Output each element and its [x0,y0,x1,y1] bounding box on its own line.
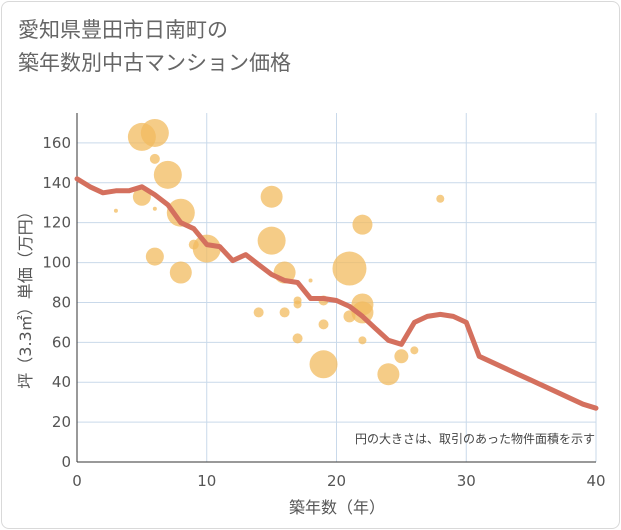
bubble-point [410,346,419,355]
bubble-point [292,333,303,344]
bubble-point [192,234,221,263]
y-tick-label: 160 [42,134,71,152]
y-tick-label: 80 [52,293,71,311]
bubble-point [394,349,409,364]
bubble-point [377,363,400,386]
bubble-point [309,350,338,379]
bubble-point [279,307,290,318]
y-tick-label: 60 [52,333,71,351]
bubble-point [351,301,374,324]
size-note: 円の大きさは、取引のあった物件面積を示す [355,431,595,446]
average-price-line [74,176,599,411]
y-tick-label: 20 [52,413,71,431]
bubble-point [293,300,302,309]
bubble-point [358,336,367,345]
bubble-point [149,153,160,164]
bubble-point [113,208,118,213]
bubble-point [253,307,264,318]
y-tick-label: 0 [61,453,71,471]
x-tick-label: 20 [327,472,346,490]
bubble-point [260,185,283,208]
bubble-point [152,206,157,211]
grid-lines [77,113,597,462]
x-axis-label: 築年数（年） [289,498,385,517]
axes [76,113,596,463]
bubble-point [166,198,195,227]
bubble-point [436,194,445,203]
bubble-point [332,251,367,286]
trend-line-layer [74,176,599,411]
y-tick-label: 100 [42,254,71,272]
y-tick-label: 40 [52,373,71,391]
bubble-point [169,261,192,284]
chart-title: 愛知県豊田市日南町の 築年数別中古マンション価格 [18,18,291,75]
x-tick-label: 10 [197,472,216,490]
bubble-point [318,319,329,330]
bubble-point [352,214,373,235]
y-axis-label: 坪（3.3㎡）単価（万円） [16,203,35,388]
x-tick-label: 30 [457,472,476,490]
bubble-layer [113,118,445,386]
x-tick-label: 0 [72,472,82,490]
bubble-point [308,278,313,283]
bubble-point [145,247,164,266]
y-tick-label: 140 [42,174,71,192]
tick-labels: 0 10 20 30 40 0 20 40 60 80 100 120 140 160 [42,134,605,490]
y-tick-label: 120 [42,214,71,232]
bubble-point [140,118,169,147]
x-tick-label: 40 [586,472,605,490]
bubble-point [257,226,286,255]
bubble-point [153,160,182,189]
